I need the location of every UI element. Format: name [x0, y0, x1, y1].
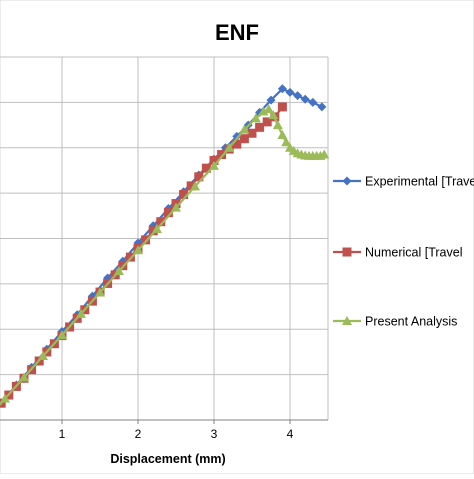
data-point	[272, 120, 283, 130]
axes: 1 2 3 4	[0, 419, 328, 441]
data-point	[0, 393, 10, 403]
data-point	[209, 155, 219, 165]
series-3	[0, 104, 330, 406]
data-point	[268, 110, 279, 120]
data-point	[95, 287, 105, 297]
data-point	[263, 104, 274, 114]
data-point	[141, 235, 151, 245]
grid	[0, 56, 329, 420]
legend-marker	[342, 316, 352, 325]
data-point	[239, 134, 249, 144]
legend-marker	[342, 247, 352, 257]
data-point	[114, 266, 124, 276]
data-point	[209, 160, 219, 170]
data-point	[171, 202, 181, 212]
data-point	[133, 245, 143, 255]
data-point	[317, 102, 327, 112]
legend-entry: Experimental [Travel	[333, 175, 474, 189]
data-point	[57, 330, 67, 340]
x-tick-label: 3	[211, 427, 218, 441]
data-point	[19, 372, 29, 382]
data-point	[293, 91, 303, 101]
data-point	[255, 122, 265, 132]
x-axis-label: Displacement (mm)	[110, 452, 225, 466]
data-point	[308, 97, 318, 107]
data-point	[262, 117, 272, 127]
data-point	[285, 87, 295, 97]
legend-entry: Present Analysis	[333, 315, 457, 329]
data-point	[156, 217, 166, 227]
data-point	[250, 113, 261, 123]
data-point	[266, 95, 276, 105]
data-point	[194, 172, 204, 182]
data-point	[277, 102, 287, 112]
data-point	[239, 124, 250, 134]
data-point	[300, 94, 310, 104]
data-point	[38, 351, 48, 361]
data-point	[319, 149, 330, 159]
data-point	[258, 106, 269, 116]
legend: Experimental [Travel Numerical [Travel Pre…	[333, 175, 474, 329]
data-point	[152, 223, 162, 233]
legend-entry: Numerical [Travel	[333, 246, 462, 260]
x-tick-label: 4	[287, 427, 294, 441]
legend-label: Numerical [Travel	[365, 246, 462, 260]
data-point	[217, 150, 227, 160]
legend-label: Present Analysis	[365, 315, 457, 329]
x-tick-label: 1	[59, 427, 66, 441]
data-point	[224, 142, 235, 152]
data-point	[232, 139, 242, 149]
x-tick-label: 2	[135, 427, 142, 441]
data-point	[201, 163, 211, 173]
data-point	[163, 208, 173, 218]
data-point	[190, 181, 200, 191]
plot-area	[0, 84, 330, 408]
chart-title: ENF	[215, 20, 259, 45]
legend-marker	[342, 176, 352, 186]
data-point	[281, 137, 292, 147]
data-point	[232, 131, 242, 141]
legend-label: Experimental [Travel	[365, 175, 474, 189]
data-point	[76, 308, 86, 318]
data-point	[277, 130, 288, 140]
data-point	[148, 226, 158, 236]
data-point	[247, 128, 257, 138]
data-point	[0, 398, 6, 408]
data-point	[179, 189, 189, 199]
data-point	[186, 181, 196, 191]
data-point	[277, 84, 287, 94]
